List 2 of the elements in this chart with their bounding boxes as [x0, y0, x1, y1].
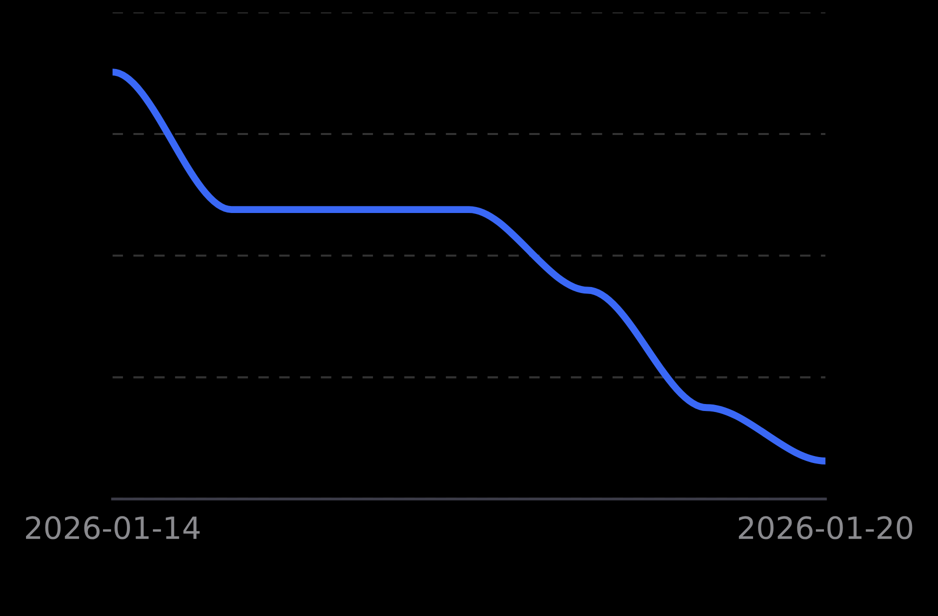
x-tick-label: 2026-01-20: [738, 516, 912, 540]
x-tick-label: 2026-01-14: [26, 516, 200, 540]
